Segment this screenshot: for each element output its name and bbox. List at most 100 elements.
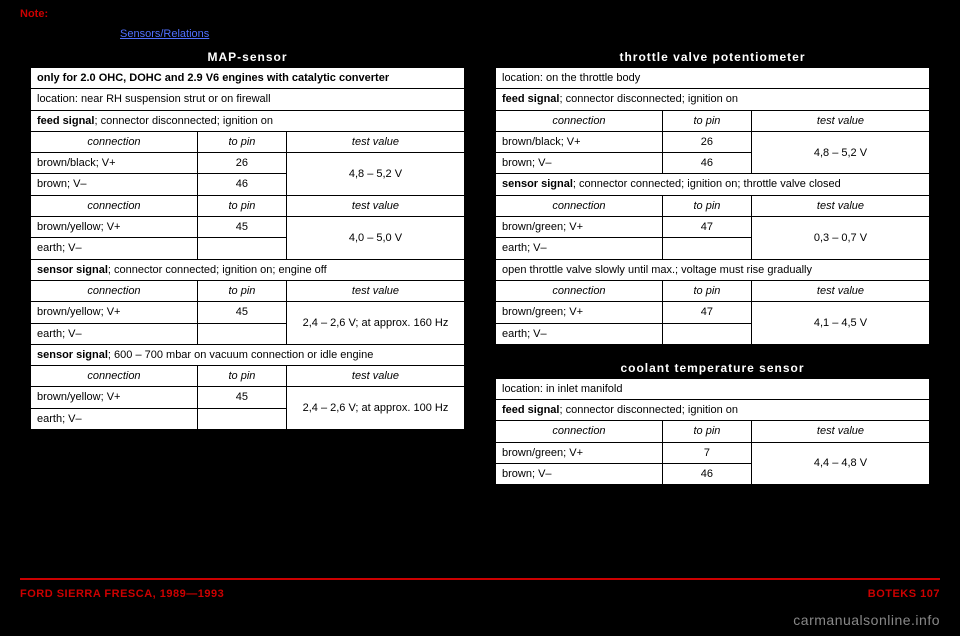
table-cell: 0,3 – 0,7 V — [751, 217, 929, 260]
table-cell: brown/yellow; V+ — [31, 302, 198, 323]
table-row: feed signal; connector disconnected; ign… — [496, 89, 930, 110]
col-header: to pin — [662, 195, 751, 216]
col-header: test value — [751, 421, 929, 442]
feed-rest: ; connector disconnected; ignition on — [559, 404, 738, 416]
table-cell: 4,8 – 5,2 V — [286, 153, 464, 196]
col-header: test value — [751, 280, 929, 301]
throttle-title: throttle valve potentiometer — [495, 50, 930, 64]
col-header: test value — [751, 195, 929, 216]
col-header: connection — [496, 421, 663, 442]
table-cell: 2,4 – 2,6 V; at approx. 160 Hz — [286, 302, 464, 345]
table-cell: brown; V– — [496, 464, 663, 485]
col-header: connection — [31, 195, 198, 216]
table-cell: 45 — [197, 387, 286, 408]
sensor-rest: ; 600 – 700 mbar on vacuum connection or… — [108, 349, 373, 361]
feed-rest: ; connector disconnected; ignition on — [94, 115, 273, 127]
table-cell: 47 — [662, 302, 751, 323]
table-row: location: on the throttle body — [496, 68, 930, 89]
col-header: connection — [31, 131, 198, 152]
map-sensor-table: only for 2.0 OHC, DOHC and 2.9 V6 engine… — [30, 67, 465, 430]
watermark: carmanualsonline.info — [793, 612, 940, 628]
col-header: test value — [286, 195, 464, 216]
table-cell: 4,8 – 5,2 V — [751, 131, 929, 174]
feed-label: feed signal — [502, 93, 559, 105]
table-cell: earth; V– — [31, 238, 198, 259]
table-cell: brown/green; V+ — [496, 302, 663, 323]
sensor-label: sensor signal — [502, 178, 573, 190]
table-cell: 7 — [662, 442, 751, 463]
table-cell: brown/black; V+ — [31, 153, 198, 174]
table-cell: brown/green; V+ — [496, 217, 663, 238]
footer-right: BOTEKS 107 — [868, 588, 940, 600]
table-cell: 4,4 – 4,8 V — [751, 442, 929, 485]
coolant-table: location: in inlet manifold feed signal;… — [495, 378, 930, 485]
feed-label: feed signal — [37, 115, 94, 127]
table-cell: 26 — [197, 153, 286, 174]
table-cell — [197, 323, 286, 344]
table-cell: 2,4 – 2,6 V; at approx. 100 Hz — [286, 387, 464, 430]
throttle-table: location: on the throttle body feed sign… — [495, 67, 930, 345]
table-cell — [662, 323, 751, 344]
sensor-rest: ; connector connected; ignition on; thro… — [573, 178, 841, 190]
col-header: test value — [286, 131, 464, 152]
footer-left: FORD SIERRA FRESCA, 1989—1993 — [20, 588, 224, 600]
table-cell: earth; V– — [496, 323, 663, 344]
sensor-label: sensor signal — [37, 349, 108, 361]
col-header: connection — [496, 280, 663, 301]
table-cell: earth; V– — [31, 323, 198, 344]
col-header: to pin — [197, 280, 286, 301]
table-cell: brown; V– — [31, 174, 198, 195]
table-row: sensor signal; connector connected; igni… — [496, 174, 930, 195]
table-cell: 45 — [197, 302, 286, 323]
col-header: to pin — [662, 110, 751, 131]
footer-divider — [20, 578, 940, 580]
left-column: MAP-sensor only for 2.0 OHC, DOHC and 2.… — [30, 46, 465, 485]
table-row: sensor signal; 600 – 700 mbar on vacuum … — [31, 344, 465, 365]
content-area: MAP-sensor only for 2.0 OHC, DOHC and 2.… — [0, 40, 960, 485]
sensor-rest: ; connector connected; ignition on; engi… — [108, 264, 327, 276]
table-cell — [197, 408, 286, 429]
table-cell: brown/yellow; V+ — [31, 217, 198, 238]
table-row: open throttle valve slowly until max.; v… — [496, 259, 930, 280]
table-cell: brown; V– — [496, 153, 663, 174]
col-header: connection — [31, 366, 198, 387]
table-cell: 46 — [662, 153, 751, 174]
col-header: to pin — [662, 421, 751, 442]
right-column: throttle valve potentiometer location: o… — [495, 46, 930, 485]
table-cell: 45 — [197, 217, 286, 238]
col-header: to pin — [662, 280, 751, 301]
col-header: connection — [496, 195, 663, 216]
table-cell: brown/black; V+ — [496, 131, 663, 152]
table-row: location: near RH suspension strut or on… — [31, 89, 465, 110]
table-cell: 4,1 – 4,5 V — [751, 302, 929, 345]
feed-label: feed signal — [502, 404, 559, 416]
col-header: to pin — [197, 131, 286, 152]
table-row: location: in inlet manifold — [496, 378, 930, 399]
footer: FORD SIERRA FRESCA, 1989—1993 BOTEKS 107 — [20, 588, 940, 600]
map-sensor-title: MAP-sensor — [30, 50, 465, 64]
coolant-title: coolant temperature sensor — [495, 361, 930, 375]
note-label: Note: — [20, 8, 48, 20]
col-header: connection — [31, 280, 198, 301]
table-row: sensor signal; connector connected; igni… — [31, 259, 465, 280]
sensor-label: sensor signal — [37, 264, 108, 276]
table-cell — [197, 238, 286, 259]
table-row: feed signal; connector disconnected; ign… — [496, 400, 930, 421]
table-cell — [662, 238, 751, 259]
col-header: connection — [496, 110, 663, 131]
table-cell: earth; V– — [496, 238, 663, 259]
table-cell: 4,0 – 5,0 V — [286, 217, 464, 260]
col-header: test value — [286, 280, 464, 301]
table-row: only for 2.0 OHC, DOHC and 2.9 V6 engine… — [31, 68, 465, 89]
table-row: feed signal; connector disconnected; ign… — [31, 110, 465, 131]
table-cell: earth; V– — [31, 408, 198, 429]
table-cell: 46 — [197, 174, 286, 195]
table-cell: 46 — [662, 464, 751, 485]
table-cell: brown/green; V+ — [496, 442, 663, 463]
sensors-link[interactable]: Sensors/Relations — [20, 28, 209, 40]
col-header: to pin — [197, 366, 286, 387]
feed-rest: ; connector disconnected; ignition on — [559, 93, 738, 105]
col-header: test value — [751, 110, 929, 131]
table-cell: 26 — [662, 131, 751, 152]
col-header: test value — [286, 366, 464, 387]
